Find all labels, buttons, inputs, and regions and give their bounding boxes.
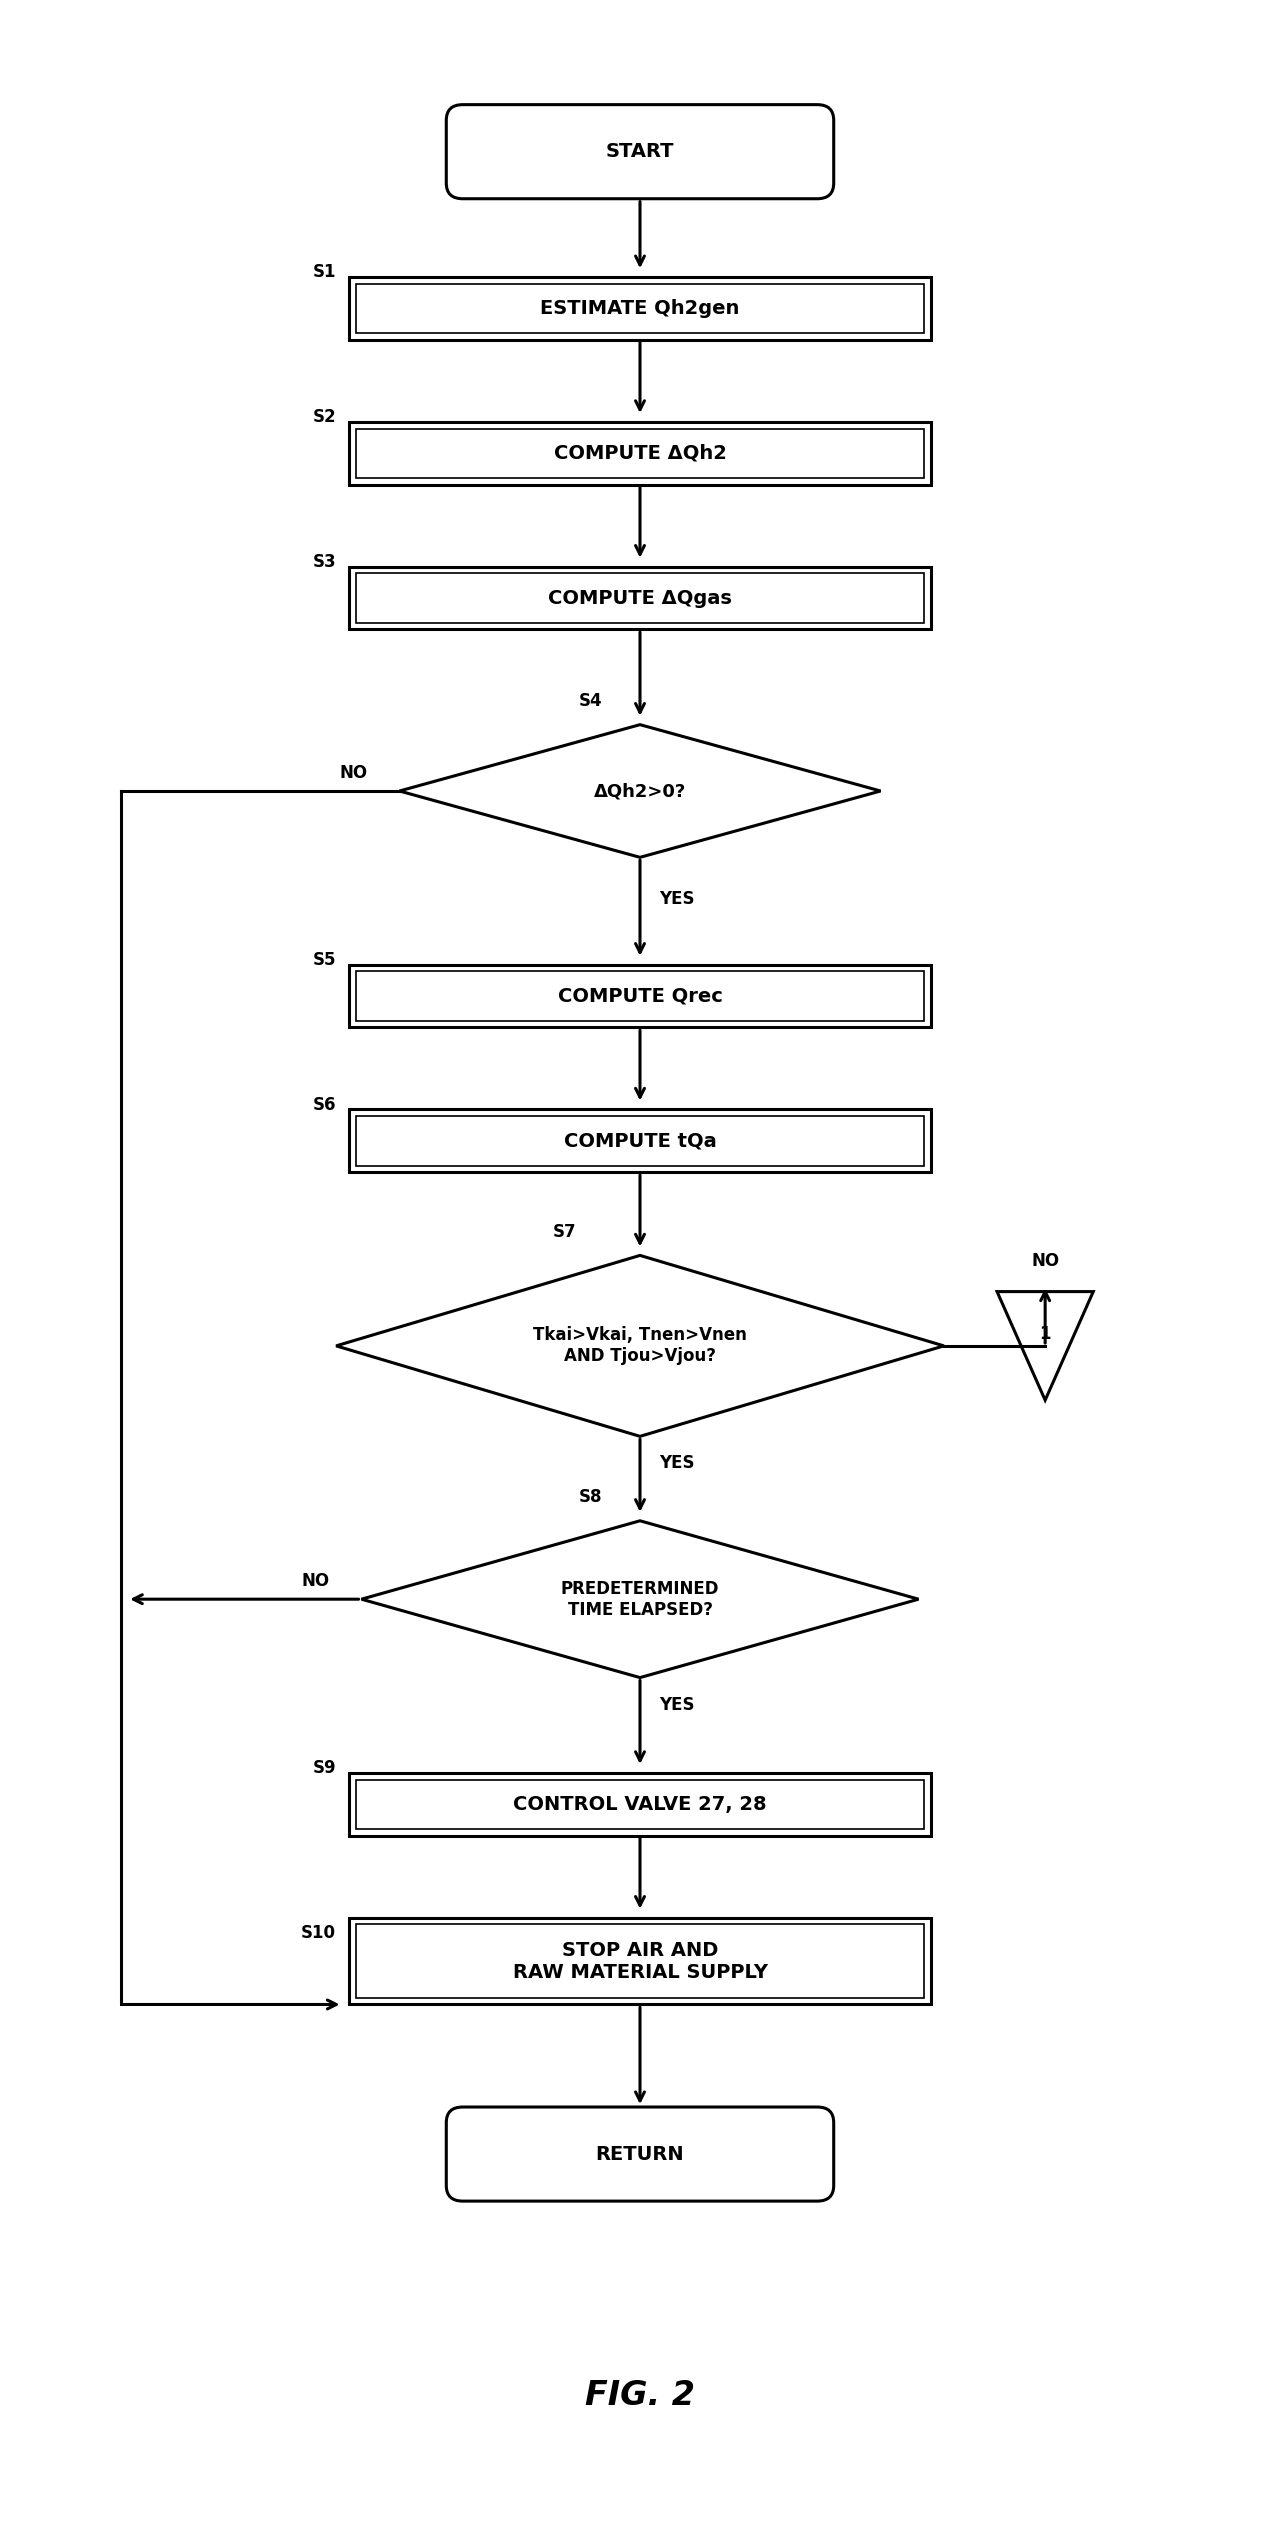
Text: S5: S5: [312, 950, 337, 968]
FancyBboxPatch shape: [447, 104, 833, 199]
Text: Tkai>Vkai, Tnen>Vnen
AND Tjou>Vjou?: Tkai>Vkai, Tnen>Vnen AND Tjou>Vjou?: [532, 1327, 748, 1365]
Text: PREDETERMINED
TIME ELAPSED?: PREDETERMINED TIME ELAPSED?: [561, 1579, 719, 1617]
Text: S8: S8: [579, 1487, 602, 1505]
Text: S9: S9: [312, 1760, 337, 1778]
Text: COMPUTE ΔQh2: COMPUTE ΔQh2: [553, 443, 727, 464]
Polygon shape: [399, 726, 881, 858]
Text: COMPUTE Qrec: COMPUTE Qrec: [558, 986, 722, 1006]
Bar: [356, 1926, 924, 1997]
Text: S4: S4: [579, 693, 602, 711]
Text: S1: S1: [312, 262, 337, 280]
Bar: [348, 565, 932, 629]
Text: S3: S3: [312, 553, 337, 571]
Text: NO: NO: [1032, 1253, 1060, 1271]
Bar: [348, 1918, 932, 2004]
Text: S2: S2: [312, 408, 337, 425]
Text: COMPUTE ΔQgas: COMPUTE ΔQgas: [548, 588, 732, 609]
Bar: [356, 1780, 924, 1829]
Bar: [348, 1773, 932, 1836]
Bar: [348, 965, 932, 1026]
Text: ΔQh2>0?: ΔQh2>0?: [594, 782, 686, 800]
Bar: [356, 283, 924, 334]
Text: S7: S7: [553, 1223, 577, 1240]
FancyBboxPatch shape: [447, 2106, 833, 2201]
Polygon shape: [337, 1256, 943, 1437]
Text: STOP AIR AND
RAW MATERIAL SUPPLY: STOP AIR AND RAW MATERIAL SUPPLY: [512, 1941, 768, 1982]
Text: COMPUTE tQa: COMPUTE tQa: [563, 1131, 717, 1151]
Polygon shape: [361, 1521, 919, 1678]
Bar: [348, 1110, 932, 1172]
Text: FIG. 2: FIG. 2: [585, 2379, 695, 2412]
Bar: [356, 1116, 924, 1167]
Text: YES: YES: [659, 889, 695, 907]
Bar: [356, 970, 924, 1021]
Text: 1: 1: [1039, 1324, 1051, 1342]
Text: NO: NO: [339, 764, 367, 782]
Text: S10: S10: [301, 1923, 337, 1941]
Polygon shape: [997, 1291, 1093, 1401]
Text: S6: S6: [312, 1095, 337, 1113]
Text: NO: NO: [302, 1571, 330, 1589]
Text: YES: YES: [659, 1454, 695, 1472]
Bar: [356, 428, 924, 479]
Text: ESTIMATE Qh2gen: ESTIMATE Qh2gen: [540, 298, 740, 318]
Text: START: START: [605, 143, 675, 160]
Text: RETURN: RETURN: [595, 2145, 685, 2162]
Text: CONTROL VALVE 27, 28: CONTROL VALVE 27, 28: [513, 1796, 767, 1813]
Bar: [348, 278, 932, 339]
Text: YES: YES: [659, 1696, 695, 1714]
Bar: [348, 423, 932, 484]
Bar: [356, 573, 924, 621]
